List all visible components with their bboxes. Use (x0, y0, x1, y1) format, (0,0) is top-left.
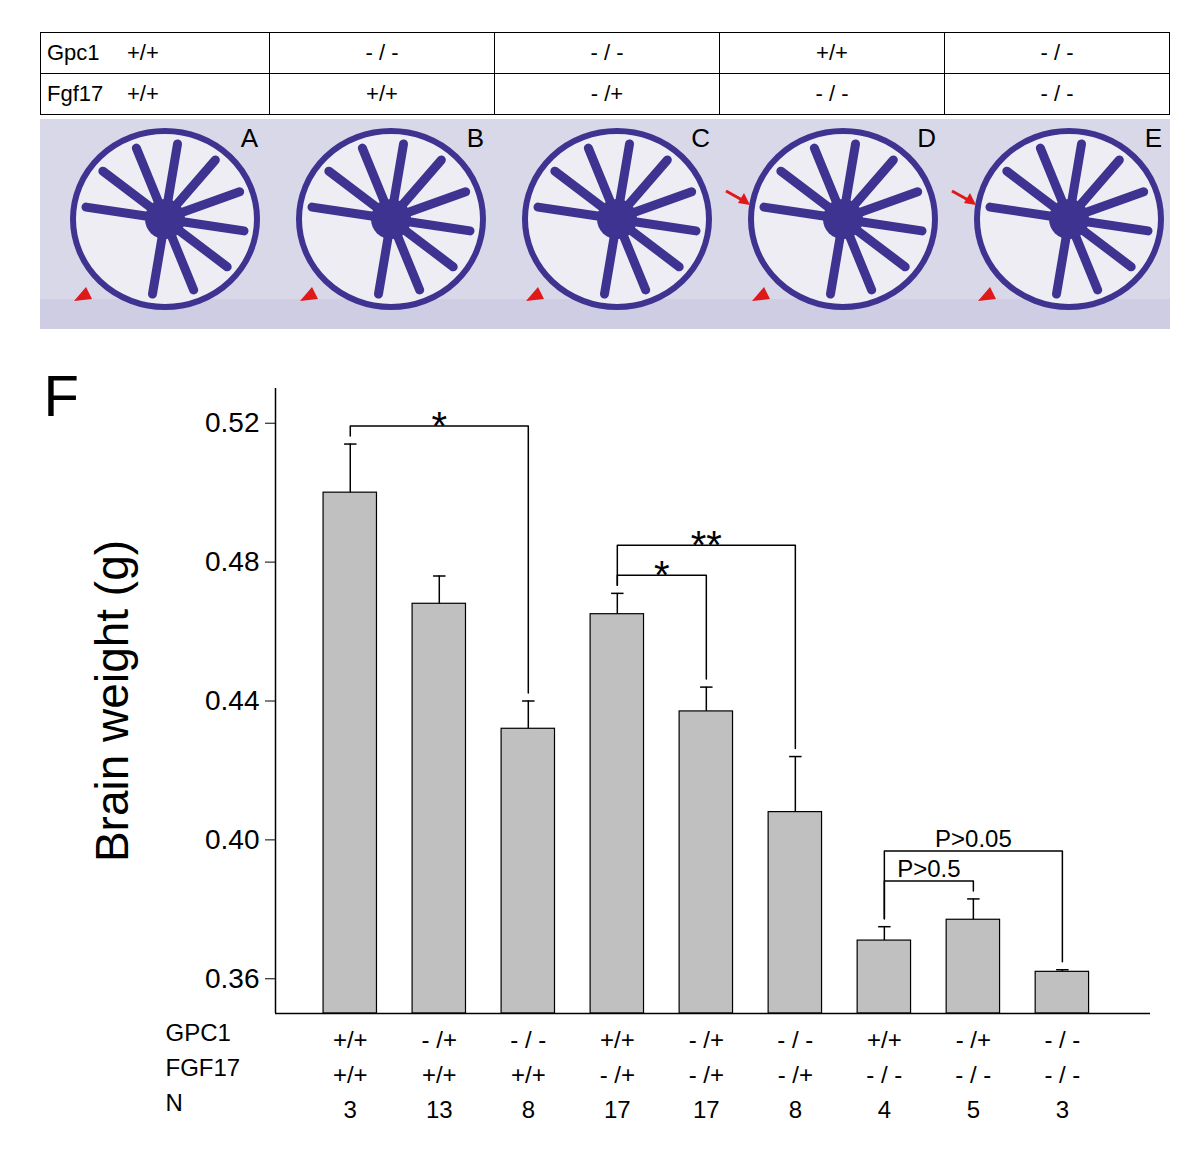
svg-text:0.44: 0.44 (205, 685, 260, 716)
svg-text:P>0.05: P>0.05 (935, 825, 1012, 852)
svg-text:8: 8 (789, 1096, 802, 1123)
svg-text:*: * (654, 553, 670, 597)
svg-text:- / -: - / - (955, 1061, 991, 1088)
svg-text:GPC1: GPC1 (166, 1019, 231, 1046)
svg-text:- /+: - /+ (600, 1061, 635, 1088)
svg-text:+/+: +/+ (867, 1026, 902, 1053)
svg-text:- /+: - /+ (689, 1061, 724, 1088)
svg-text:- /+: - /+ (422, 1026, 457, 1053)
svg-text:- / -: - / - (1044, 1026, 1080, 1053)
svg-text:17: 17 (693, 1096, 720, 1123)
svg-text:*: * (431, 404, 447, 448)
svg-text:+/+: +/+ (333, 1026, 368, 1053)
svg-text:+/+: +/+ (600, 1026, 635, 1053)
html-text:Fgf17: Fgf17 (47, 81, 104, 106)
svg-text:0.48: 0.48 (205, 546, 260, 577)
html-text:Gpc1: Gpc1 (47, 40, 100, 65)
svg-text:A: A (241, 123, 259, 153)
svg-text:3: 3 (1056, 1096, 1069, 1123)
svg-text:B: B (467, 123, 484, 153)
svg-text:P>0.5: P>0.5 (897, 855, 960, 882)
svg-text:0.36: 0.36 (205, 963, 260, 994)
svg-text:C: C (691, 123, 710, 153)
svg-text:N: N (166, 1089, 183, 1116)
svg-text:0.40: 0.40 (205, 824, 260, 855)
svg-text:8: 8 (522, 1096, 535, 1123)
svg-text:E: E (1145, 123, 1162, 153)
svg-text:3: 3 (344, 1096, 357, 1123)
svg-text:+/+: +/+ (333, 1061, 368, 1088)
svg-text:D: D (917, 123, 936, 153)
svg-text:FGF17: FGF17 (166, 1054, 241, 1081)
svg-text:- /+: - /+ (778, 1061, 813, 1088)
svg-text:- / -: - / - (510, 1026, 546, 1053)
svg-text:5: 5 (967, 1096, 980, 1123)
svg-text:4: 4 (878, 1096, 891, 1123)
svg-text:+/+: +/+ (422, 1061, 457, 1088)
svg-text:- / -: - / - (1044, 1061, 1080, 1088)
svg-text:**: ** (691, 523, 722, 567)
svg-text:17: 17 (604, 1096, 631, 1123)
svg-text:- /+: - /+ (689, 1026, 724, 1053)
svg-text:Brain weight (g): Brain weight (g) (86, 540, 138, 862)
svg-text:- / -: - / - (866, 1061, 902, 1088)
svg-text:F: F (44, 363, 79, 428)
svg-text:0.52: 0.52 (205, 407, 260, 438)
svg-text:- /+: - /+ (956, 1026, 991, 1053)
svg-text:13: 13 (426, 1096, 453, 1123)
svg-text:- / -: - / - (777, 1026, 813, 1053)
svg-text:+/+: +/+ (511, 1061, 546, 1088)
